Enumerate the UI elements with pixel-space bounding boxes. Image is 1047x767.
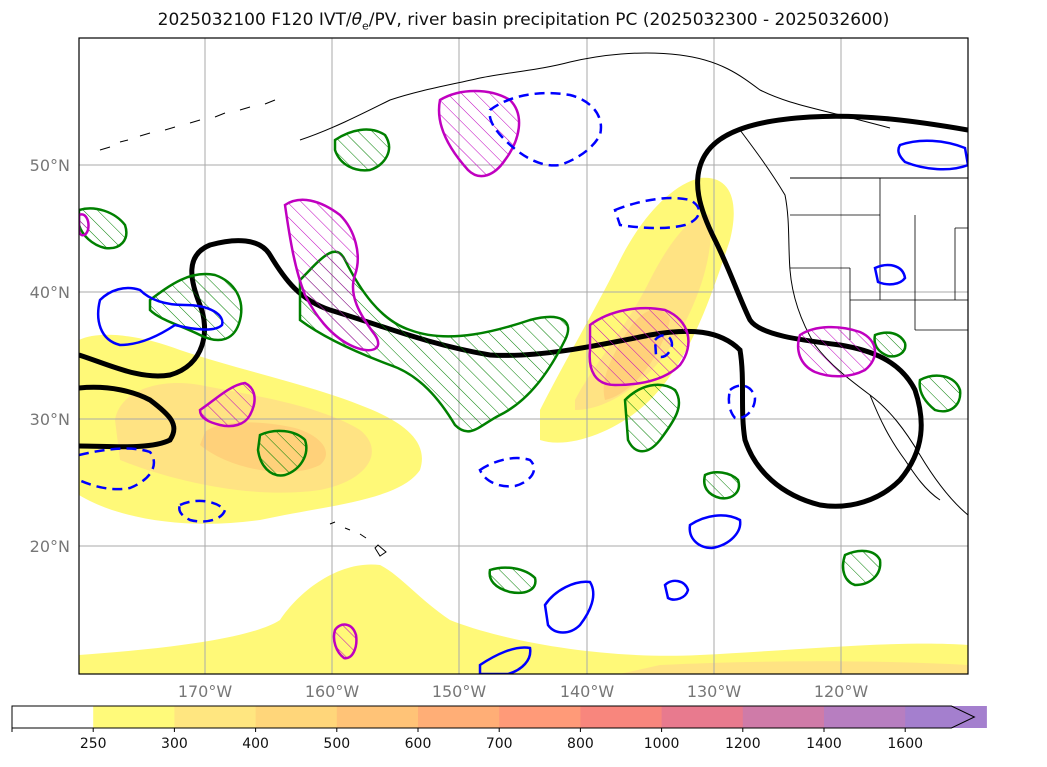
- colorbar-segment: [742, 706, 825, 728]
- blue-dashed-1: [488, 91, 603, 167]
- latitude-labels: 50°N 40°N 30°N 20°N: [30, 156, 70, 556]
- green-region-9: [841, 549, 882, 587]
- pv-region-6: [332, 623, 358, 660]
- us-state-borders: [790, 178, 968, 340]
- theta-e-contour-west: [79, 384, 177, 450]
- green-region-8: [488, 566, 537, 595]
- blue-solid-5: [873, 263, 907, 286]
- blue-solid-2: [897, 139, 968, 171]
- map-title: 2025032100 F120 IVT/θe/PV, river basin p…: [157, 10, 890, 33]
- green-region-10: [703, 471, 741, 500]
- blue-dashed-3: [79, 447, 156, 491]
- baja-peninsula: [869, 394, 941, 501]
- theta-e-contours: [79, 113, 968, 509]
- colorbar-tick-label: 1600: [887, 736, 923, 752]
- colorbar-segment: [580, 706, 663, 728]
- colorbar-tick-label: 600: [405, 736, 432, 752]
- colorbar-tick-label: 700: [486, 736, 513, 752]
- green-region-3: [333, 128, 391, 172]
- blue-dashed-6: [178, 499, 227, 523]
- blue-contours: [96, 139, 968, 674]
- lat-label-40n: 40°N: [30, 283, 70, 302]
- colorbar-tick-label: 500: [323, 736, 350, 752]
- lat-label-30n: 30°N: [30, 410, 70, 429]
- lon-label-120w: 120°W: [814, 682, 869, 701]
- ivt-field-south: [79, 564, 968, 674]
- green-region-7: [918, 374, 962, 413]
- colorbar-segment: [255, 706, 338, 728]
- blue-dashed-2: [613, 196, 701, 230]
- blue-dashed-5: [727, 384, 757, 420]
- longitude-labels: 170°W 160°W 150°W 140°W 130°W 120°W: [178, 682, 869, 701]
- lon-label-170w: 170°W: [178, 682, 233, 701]
- map-border: [78, 37, 969, 675]
- lon-label-140w: 140°W: [560, 682, 615, 701]
- colorbar-tick-label: 250: [80, 736, 107, 752]
- colorbar-extend-arrow: [905, 706, 975, 728]
- green-region-6: [79, 207, 128, 250]
- pv-region-7: [79, 213, 90, 237]
- pv-region-5: [796, 325, 877, 378]
- lon-label-150w: 150°W: [432, 682, 487, 701]
- pv-region-4: [198, 381, 256, 428]
- lon-label-160w: 160°W: [305, 682, 360, 701]
- colorbar-tick-label: 300: [161, 736, 188, 752]
- colorbar-tick-label: 400: [242, 736, 269, 752]
- colorbar-segment: [499, 706, 581, 728]
- green-region-1: [298, 250, 570, 433]
- pv-region-1: [437, 89, 521, 178]
- lat-label-20n: 20°N: [30, 537, 70, 556]
- colorbar-segment: [174, 706, 257, 728]
- lon-label-130w: 130°W: [687, 682, 742, 701]
- blue-dashed-7: [653, 334, 674, 359]
- pv-region-3: [283, 198, 380, 352]
- green-region-5: [256, 429, 308, 477]
- blue-solid-3: [543, 580, 595, 634]
- green-hatched-regions: [79, 128, 962, 595]
- colorbar-segment: [661, 706, 744, 728]
- blue-solid-4: [663, 579, 690, 601]
- aleutian-islands: [99, 99, 276, 151]
- colorbar-segment: [93, 706, 175, 728]
- pv-region-2: [588, 306, 690, 387]
- blue-dashed-contours: [79, 91, 757, 523]
- colorbar-segment: [336, 706, 419, 728]
- hawaii-islands: [329, 521, 387, 557]
- colorbar-segment: [12, 706, 94, 728]
- colorbar-segment: [824, 706, 906, 728]
- blue-dashed-4: [478, 456, 536, 488]
- blue-solid-1: [96, 286, 224, 347]
- green-region-4: [623, 383, 681, 453]
- colorbar-tick-label: 1400: [806, 736, 842, 752]
- colorbar-tick-label: 800: [567, 736, 594, 752]
- pv-regions: [79, 89, 877, 660]
- colorbar-outline: [11, 705, 976, 729]
- green-region-11: [873, 331, 907, 358]
- colorbar-tick-label: 1200: [725, 736, 761, 752]
- theta-e-contour-main: [79, 113, 968, 509]
- graticule: [79, 38, 968, 674]
- colorbar-tick-label: 1000: [644, 736, 680, 752]
- colorbar: 250 300 400 500 600 700 800 1000 1200 1400 1600: [11, 705, 987, 752]
- blue-solid-7: [478, 646, 532, 674]
- colorbar-segment: [418, 706, 500, 728]
- ivt-field-south-core: [620, 661, 968, 674]
- blue-solid-6: [688, 514, 742, 550]
- alaska-coast: [299, 52, 891, 141]
- lat-label-50n: 50°N: [30, 156, 70, 175]
